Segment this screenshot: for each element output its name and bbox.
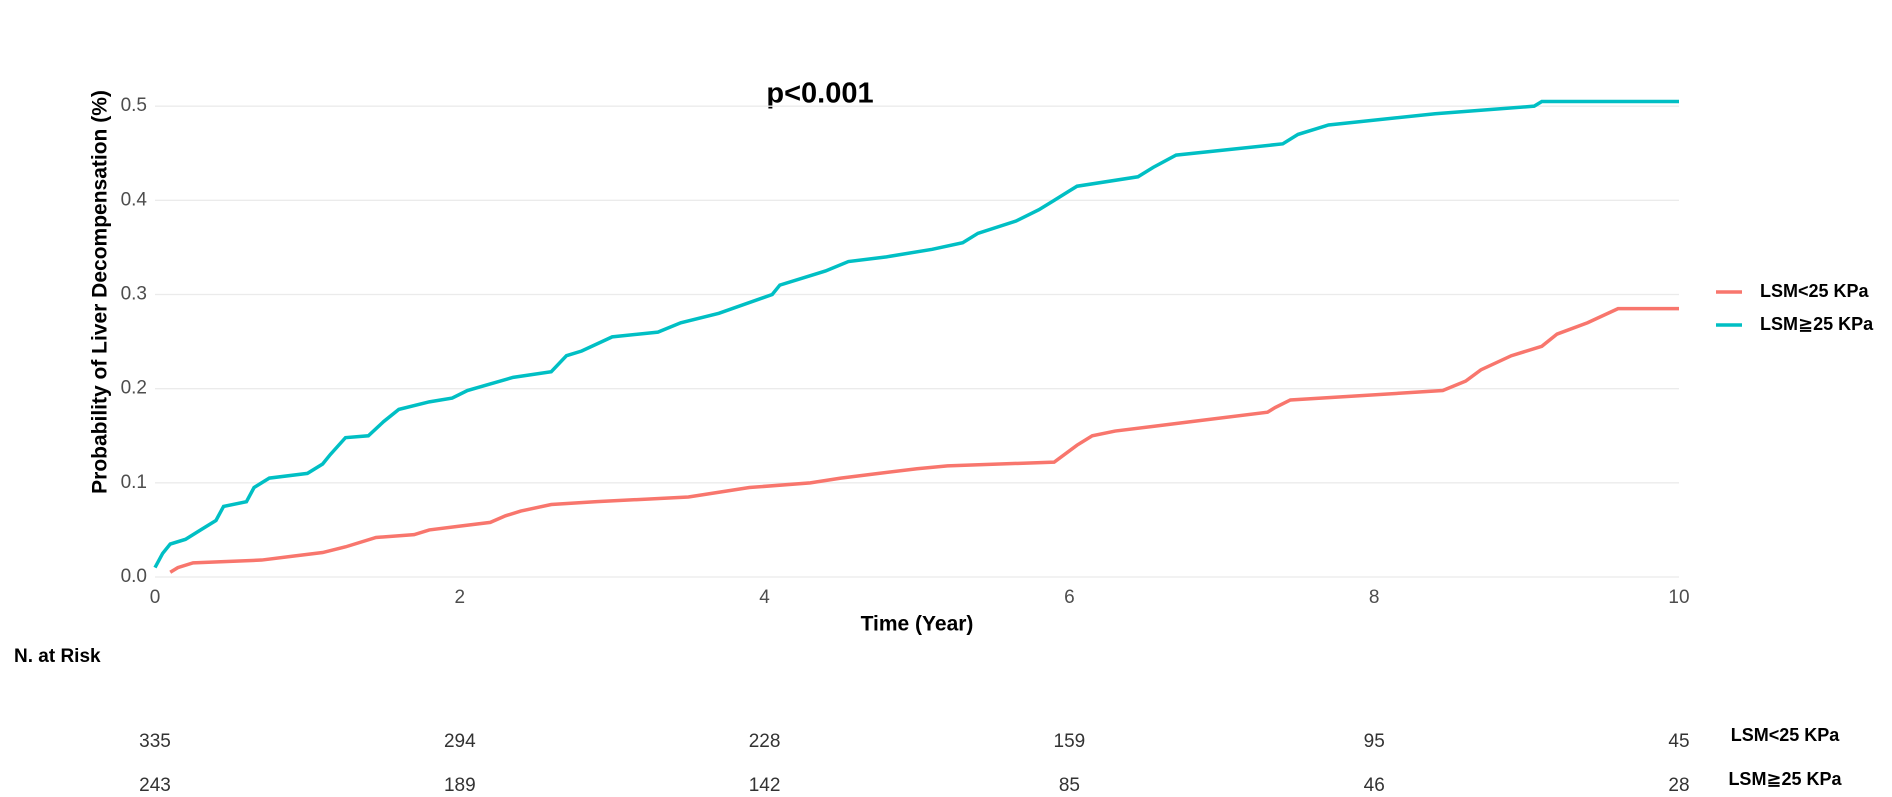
risk-count: 228 (749, 731, 781, 752)
x-axis-title: Time (Year) (861, 613, 974, 636)
risk-count: 142 (749, 775, 781, 796)
legend-label: LSM≧25 KPa (1760, 314, 1874, 334)
y-tick-label: 0.1 (121, 472, 147, 493)
y-tick-label: 0.4 (121, 189, 148, 210)
y-tick-label: 0.3 (121, 284, 147, 305)
risk-count: 45 (1668, 731, 1689, 752)
x-tick-label: 4 (759, 587, 770, 608)
risk-row-label: LSM<25 KPa (1731, 725, 1841, 745)
km-curve (169, 306, 1679, 574)
risk-count: 159 (1054, 731, 1086, 752)
risk-count: 46 (1364, 775, 1385, 796)
risk-count: 28 (1668, 775, 1689, 796)
km-curve (153, 99, 1679, 569)
risk-count: 85 (1059, 775, 1080, 796)
x-tick-label: 6 (1064, 587, 1075, 608)
risk-count: 294 (444, 731, 476, 752)
x-tick-label: 0 (150, 587, 161, 608)
p-value: p<0.001 (766, 78, 873, 110)
risk-count: 243 (139, 775, 171, 796)
risk-table-title: N. at Risk (14, 646, 101, 667)
y-tick-label: 0.5 (121, 95, 147, 116)
x-tick-label: 10 (1668, 587, 1689, 608)
y-axis-title: Probability of Liver Decompensation (%) (89, 90, 112, 494)
y-tick-label: 0.2 (121, 378, 147, 399)
x-tick-label: 8 (1369, 587, 1380, 608)
risk-count: 95 (1364, 731, 1385, 752)
risk-row-label: LSM≧25 KPa (1728, 769, 1842, 789)
x-tick-label: 2 (455, 587, 466, 608)
y-tick-label: 0.0 (121, 566, 147, 587)
risk-count: 189 (444, 775, 476, 796)
risk-count: 335 (139, 731, 171, 752)
legend-label: LSM<25 KPa (1760, 281, 1870, 301)
